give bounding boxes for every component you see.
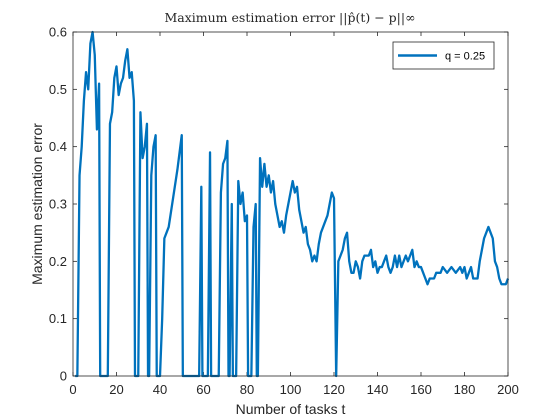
x-tick-label: 60 [196,382,210,397]
x-tick-label: 0 [69,382,76,397]
x-tick-label: 40 [153,382,167,397]
plot-area [73,32,508,376]
y-axis-label: Maximum estimation error [29,123,45,285]
y-tick-label: 0.5 [49,82,67,97]
y-tick-label: 0.6 [49,25,67,40]
x-tick-label: 180 [454,382,476,397]
x-tick-label: 140 [367,382,389,397]
x-axis-label: Number of tasks t [236,401,346,417]
x-tick-label: 20 [109,382,123,397]
y-tick-label: 0 [60,369,67,384]
x-tick-label: 120 [323,382,345,397]
y-tick-label: 0.4 [49,139,67,154]
legend-label: q = 0.25 [445,51,485,63]
series-line [75,30,510,378]
y-tick-label: 0.2 [49,254,67,269]
plot-frame [72,31,509,377]
y-tick-label: 0.3 [49,197,67,212]
y-tick-label: 0.1 [49,311,67,326]
y-axis-ticks: 0 0.1 0.2 0.3 0.4 0.5 0.6 [49,25,508,384]
x-tick-label: 200 [497,382,519,397]
series-layer [75,30,510,378]
x-tick-label: 160 [410,382,432,397]
x-tick-label: 100 [280,382,302,397]
x-axis-ticks: 0 20 40 60 80 100 120 140 160 180 200 [69,32,519,397]
x-tick-label: 80 [240,382,254,397]
chart-title: Maximum estimation error ||p̂(t) − p||∞ [164,10,415,25]
legend: q = 0.25 [392,41,495,70]
